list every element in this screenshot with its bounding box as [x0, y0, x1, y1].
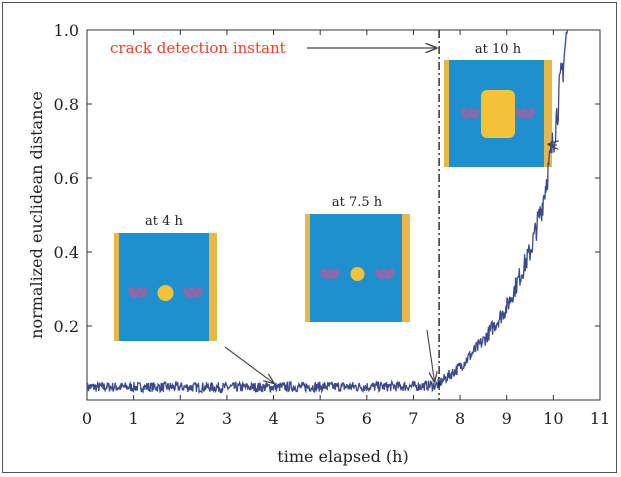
inset-mark	[140, 293, 146, 299]
inset-mark	[138, 287, 143, 293]
inset-mark	[382, 271, 388, 277]
x-tick-label: 8	[455, 409, 465, 428]
inset-edge-right	[402, 214, 410, 322]
y-tick-label: 0.8	[54, 95, 79, 114]
inset-mark	[515, 111, 521, 116]
inset-mark	[387, 268, 393, 274]
inset-label: at 4 h	[145, 214, 184, 229]
x-tick-label: 0	[82, 409, 92, 428]
y-tick-label: 0.4	[54, 243, 79, 262]
inset-mark	[188, 287, 193, 293]
inset-crack	[157, 285, 174, 301]
inset-mark	[380, 268, 385, 274]
inset-mark	[525, 114, 531, 119]
inset-image-1	[114, 233, 217, 341]
inset-mark	[390, 271, 395, 277]
inset-mark	[530, 111, 536, 116]
inset-mark	[183, 290, 188, 296]
inset-label: at 10 h	[475, 42, 522, 57]
y-tick-label: 1.0	[54, 21, 79, 40]
series-line	[86, 29, 569, 395]
x-tick-label: 7	[408, 409, 418, 428]
inset-mark	[195, 287, 201, 293]
y-tick-label: 0.2	[54, 317, 79, 336]
x-tick-label: 1	[129, 409, 139, 428]
inset-mark	[133, 293, 138, 299]
inset-mark	[475, 111, 481, 116]
inset-arrow	[224, 346, 274, 383]
plot-area	[86, 29, 601, 401]
x-tick-label: 4	[268, 409, 278, 428]
x-tick-label: 5	[315, 409, 325, 428]
inset-mark	[375, 271, 380, 277]
inset-mark	[135, 290, 141, 296]
x-tick-label: 6	[362, 409, 372, 428]
annotation-layer: crack detection instant	[110, 30, 440, 400]
inset-mark	[468, 111, 473, 116]
inset-mark	[332, 274, 338, 280]
inset-mark	[130, 287, 136, 293]
inset-crack	[481, 90, 515, 138]
inset-mark	[523, 111, 528, 116]
inset-mark	[320, 271, 325, 277]
series-layer	[86, 29, 569, 395]
insets-layer: at 4 h at 7.5 h at 10 h	[114, 42, 557, 383]
inset-mark	[473, 114, 478, 119]
inset-mark	[325, 274, 330, 280]
detection-label: crack detection instant	[110, 39, 286, 57]
inset-mark	[322, 268, 328, 274]
x-axis-label: time elapsed (h)	[277, 447, 408, 466]
y-axis-label: normalized euclidean distance	[27, 91, 46, 339]
inset-mark	[327, 271, 333, 277]
inset-mark	[198, 290, 203, 296]
inset-mark	[470, 108, 476, 113]
inset-mark	[193, 293, 198, 299]
inset-edge-left	[114, 233, 119, 341]
y-tick-label: 0.6	[54, 169, 79, 188]
inset-edge-left	[444, 60, 449, 167]
inset-mark	[465, 114, 471, 119]
inset-mark	[190, 290, 196, 296]
inset-mark	[460, 111, 466, 116]
inset-mark	[335, 271, 340, 277]
inset-image-3	[444, 60, 552, 167]
inset-mark	[463, 108, 468, 113]
x-tick-label: 11	[590, 409, 610, 428]
inset-edge-left	[305, 214, 310, 322]
inset-edge-right	[209, 233, 217, 341]
x-tick-label: 3	[222, 409, 232, 428]
inset-mark	[143, 290, 148, 296]
inset-mark	[518, 114, 523, 119]
inset-mark	[385, 274, 390, 280]
inset-mark	[528, 108, 533, 113]
ticks-layer: 0 1 2 3 4 5 6 7 8 9 10 11 0.2 0.4 0.6 0.8 1.0	[54, 21, 611, 428]
inset-mark	[185, 293, 191, 299]
inset-arrow	[426, 329, 434, 381]
inset-mark	[330, 268, 335, 274]
x-tick-label: 2	[175, 409, 185, 428]
inset-label: at 7.5 h	[332, 195, 383, 210]
inset-mark	[520, 108, 526, 113]
x-tick-label: 9	[502, 409, 512, 428]
inset-crack	[350, 267, 365, 281]
inset-image-2	[305, 214, 410, 322]
x-tick-label: 10	[543, 409, 563, 428]
inset-mark	[128, 290, 133, 296]
inset-mark	[377, 274, 383, 280]
inset-edge-right	[544, 60, 552, 167]
